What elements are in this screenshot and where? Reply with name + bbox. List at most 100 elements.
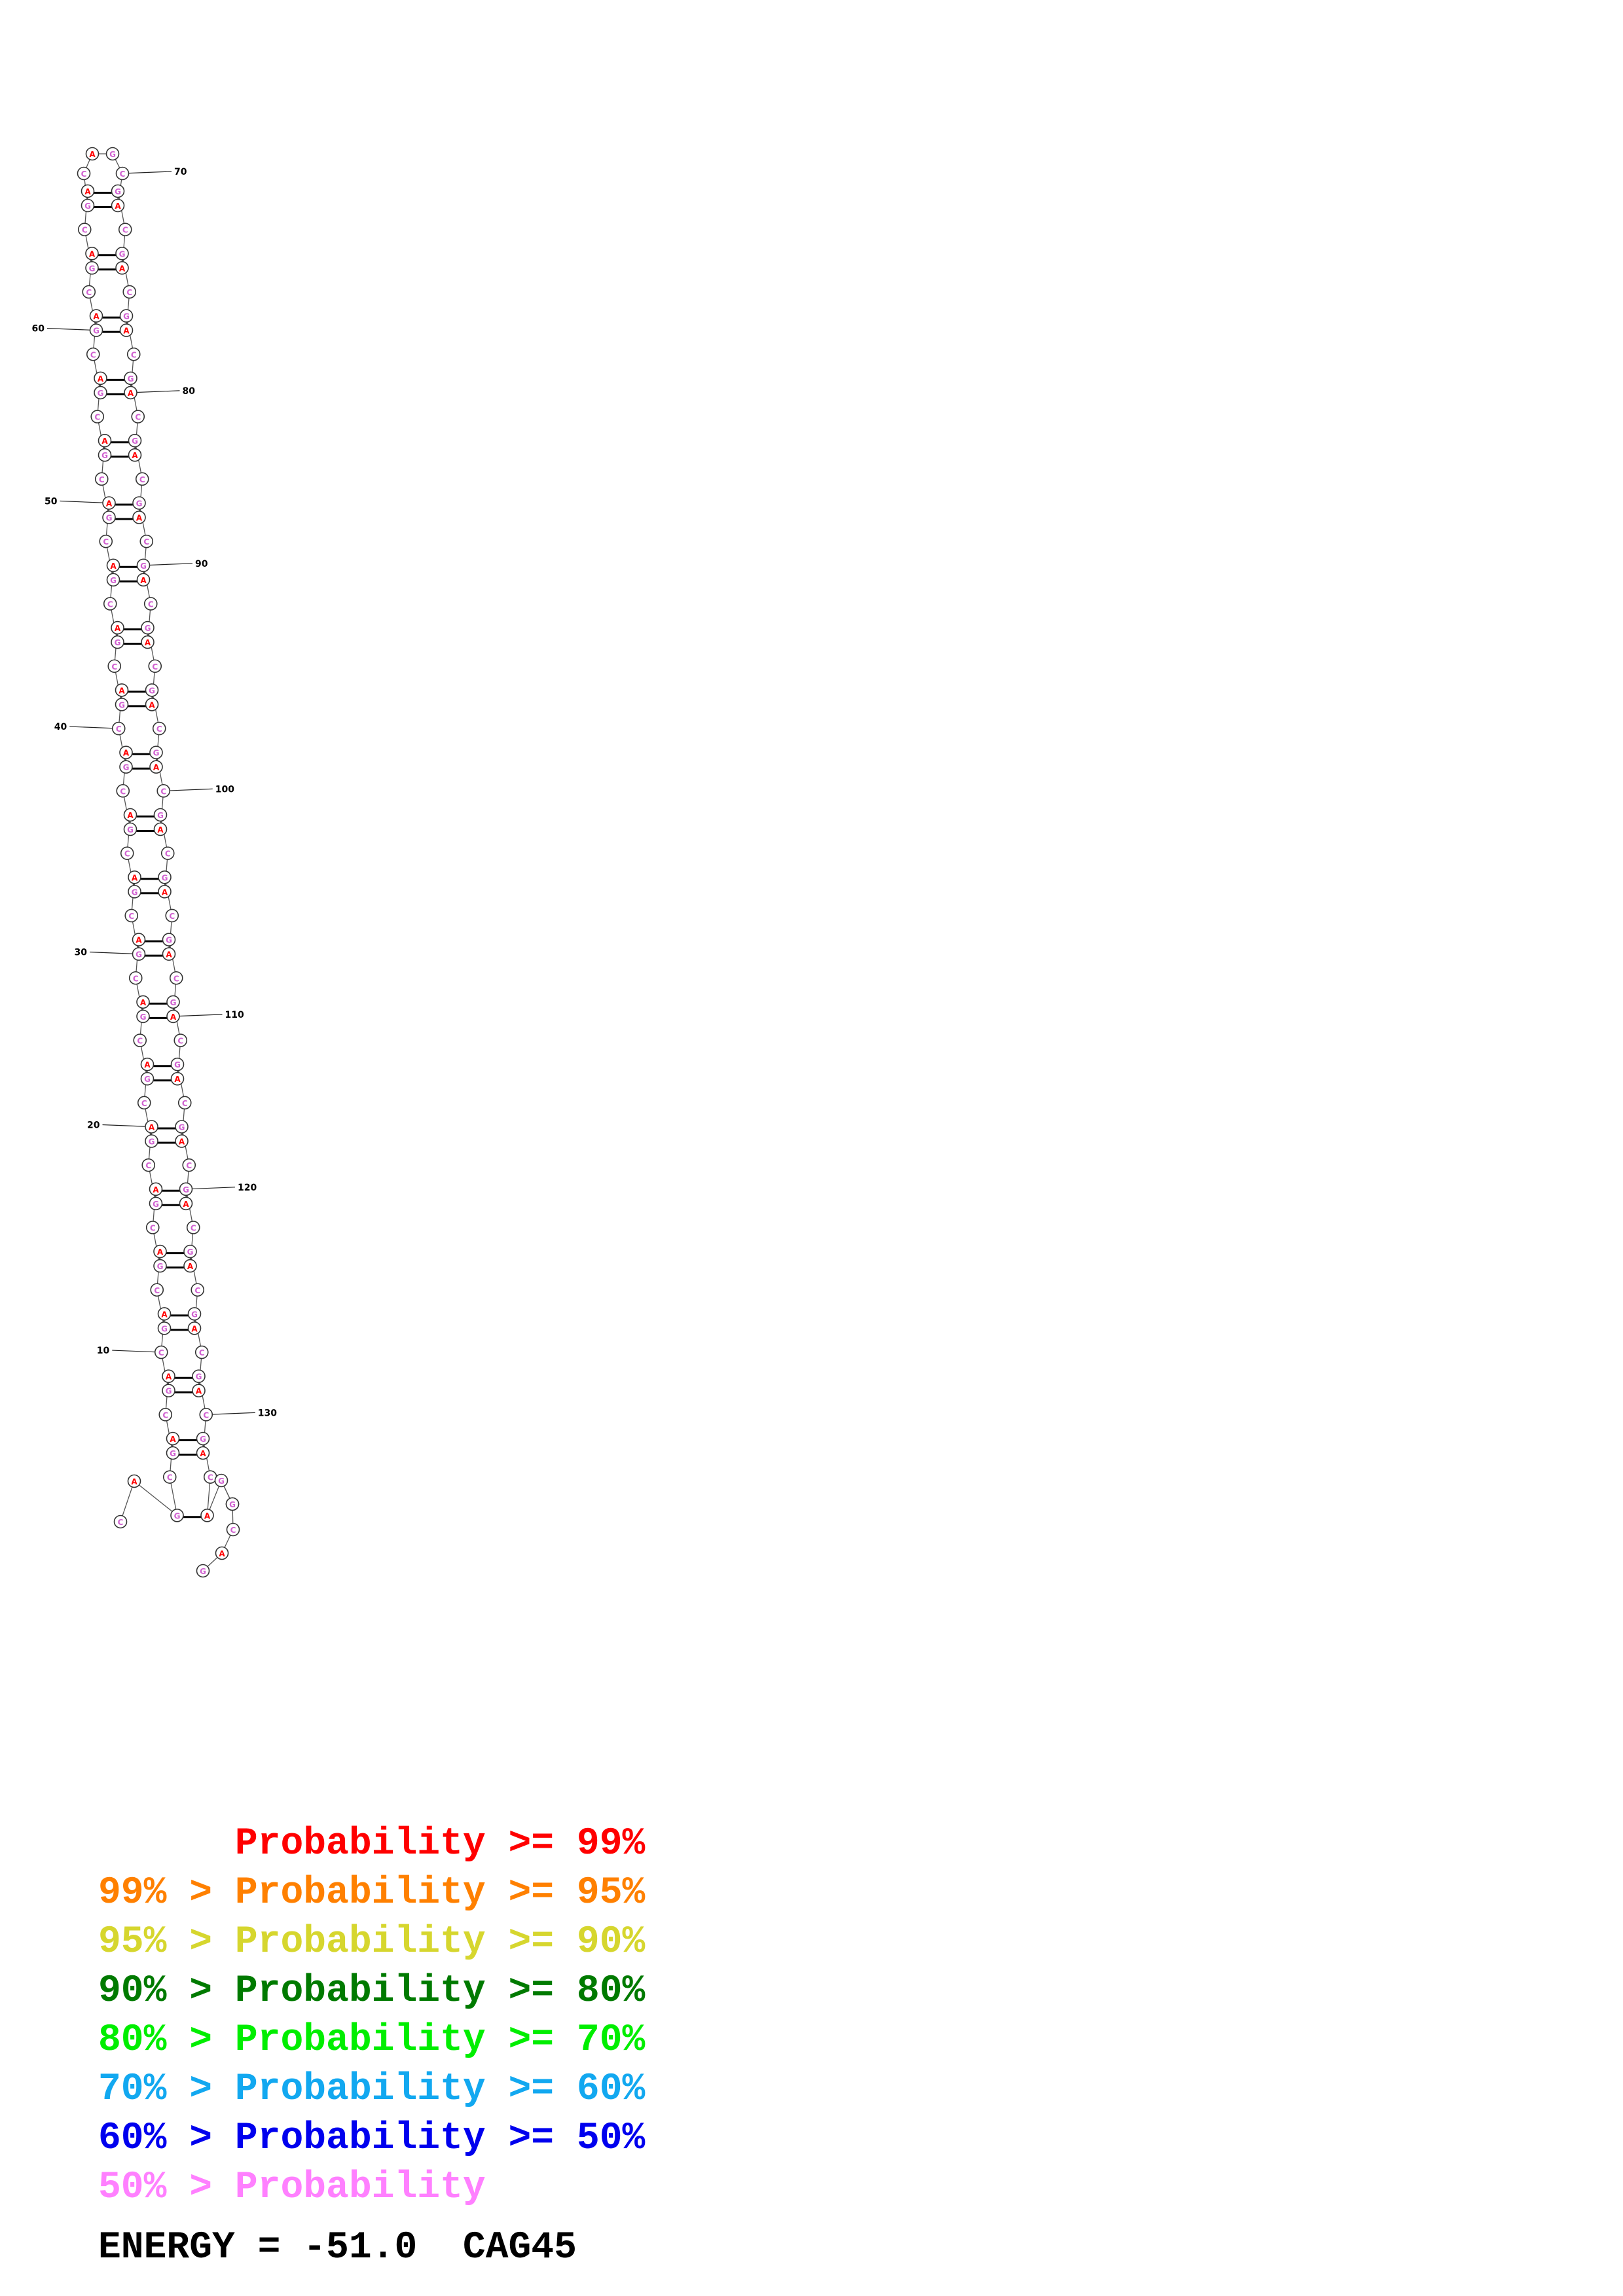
nucleotide-letter: G	[119, 249, 126, 259]
nucleotide-letter: C	[167, 1473, 173, 1482]
nucleotide-circle	[166, 1009, 180, 1024]
nucleotide: G	[145, 683, 159, 697]
nucleotide: G	[149, 1196, 163, 1211]
nucleotide-circle	[145, 683, 159, 697]
nucleotide: C	[137, 1096, 151, 1110]
nucleotide-circle	[94, 472, 109, 486]
nucleotide: A	[141, 635, 155, 649]
nucleotide-circle	[136, 1009, 150, 1024]
nucleotide: G	[136, 558, 151, 573]
nucleotide-circle	[122, 285, 137, 299]
position-label-leader	[185, 1187, 236, 1190]
position-label-leader	[69, 726, 119, 729]
nucleotide-letter: A	[127, 811, 134, 820]
nucleotide-circle	[135, 472, 149, 486]
legend-line: 90% > Probability >= 80%	[98, 1970, 646, 2013]
nucleotide-circle	[111, 198, 125, 213]
nucleotide-circle	[200, 1509, 214, 1522]
nucleotide-letter: A	[140, 576, 147, 585]
nucleotide-circle	[183, 1259, 197, 1273]
nucleotide-letter: C	[90, 350, 96, 359]
nucleotide-circle	[173, 1033, 188, 1047]
nucleotide-circle	[136, 558, 151, 573]
nucleotide-letter: C	[131, 350, 137, 359]
nucleotide: A	[215, 1546, 229, 1560]
legend-line: 70% > Probability >= 60%	[98, 2068, 646, 2111]
nucleotide-circle	[132, 947, 146, 961]
nucleotide-letter: A	[166, 950, 172, 960]
nucleotide-letter: C	[158, 1348, 164, 1357]
nucleotide-letter: C	[150, 1223, 156, 1232]
nucleotide-letter: A	[140, 998, 147, 1007]
nucleotide-circle	[152, 721, 166, 736]
nucleotide-circle	[111, 184, 125, 198]
nucleotide: G	[162, 933, 176, 946]
nucleotide: A	[179, 1196, 193, 1211]
nucleotide-circle	[187, 1321, 202, 1335]
nucleotide-circle	[170, 1509, 184, 1522]
nucleotide: G	[162, 1384, 175, 1397]
nucleotide: C	[226, 1522, 240, 1537]
nucleotide-letter: A	[187, 1262, 194, 1271]
nucleotide: G	[132, 496, 146, 510]
nucleotide-circle	[179, 1196, 193, 1211]
position-label: 110	[225, 1010, 244, 1020]
nucleotide-letter: A	[157, 825, 164, 834]
nucleotide-circle	[119, 745, 133, 759]
nucleotide: C	[113, 1515, 128, 1529]
nucleotide-letter: C	[94, 413, 100, 422]
nucleotide-circle	[162, 1369, 175, 1383]
nucleotide-circle	[111, 620, 124, 635]
nucleotide-circle	[186, 1221, 200, 1234]
nucleotide: C	[156, 784, 171, 798]
nucleotide-letter: C	[160, 787, 166, 796]
nucleotide-letter: G	[149, 686, 155, 695]
nucleotide-circle	[115, 683, 129, 697]
nucleotide-letter: C	[152, 662, 158, 672]
nucleotide-circle	[183, 1244, 197, 1259]
nucleotide-letter: G	[218, 1477, 225, 1486]
nucleotide-letter: C	[135, 413, 141, 422]
nucleotide: A	[85, 246, 99, 260]
nucleotide-circle	[85, 147, 100, 161]
nucleotide-circle	[143, 597, 158, 611]
nucleotide-letter: A	[128, 389, 134, 398]
nucleotide: A	[106, 558, 120, 573]
nucleotide: C	[128, 971, 143, 985]
nucleotide-circle	[215, 1546, 229, 1560]
nucleotide: G	[170, 1057, 185, 1071]
nucleotide-letter: A	[204, 1511, 211, 1520]
position-label: 60	[32, 324, 45, 334]
nucleotide: C	[173, 1033, 188, 1047]
nucleotide-letter: G	[136, 499, 143, 509]
nucleotide-letter: A	[136, 514, 143, 523]
nucleotide-circle	[85, 246, 99, 260]
nucleotide-letter: C	[120, 787, 126, 796]
position-label: 20	[87, 1121, 100, 1131]
nucleotide: G	[166, 1446, 180, 1460]
position-label: 40	[54, 722, 67, 732]
nucleotide-letter: A	[119, 686, 125, 695]
nucleotide-circle	[153, 1259, 167, 1273]
nucleotide-circle	[102, 511, 116, 524]
nucleotide: A	[81, 184, 95, 198]
nucleotide-circle	[149, 760, 163, 774]
nucleotide-circle	[113, 1515, 128, 1529]
nucleotide-circle	[226, 1522, 240, 1537]
nucleotide-circle	[166, 1431, 180, 1446]
position-label-leader	[130, 390, 180, 393]
nucleotide: C	[165, 908, 179, 923]
nucleotide-circle	[140, 1057, 155, 1071]
nucleotide-letter: C	[118, 1518, 124, 1527]
nucleotide-circle	[170, 1057, 185, 1071]
nucleotide: C	[120, 846, 134, 860]
nucleotide-circle	[192, 1384, 206, 1397]
nucleotide-letter: C	[230, 1526, 236, 1535]
nucleotide-letter: G	[132, 888, 138, 897]
nucleotide: G	[115, 246, 129, 260]
nucleotide-circle	[94, 386, 107, 400]
nucleotide-circle	[162, 1470, 177, 1484]
nucleotide-letter: A	[149, 700, 155, 709]
nucleotide-circle	[214, 1473, 228, 1488]
nucleotide: A	[140, 1057, 155, 1071]
